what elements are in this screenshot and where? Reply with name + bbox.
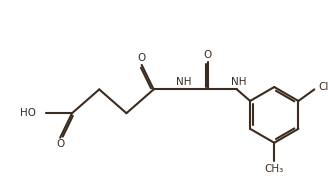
Text: O: O bbox=[56, 139, 64, 149]
Text: HO: HO bbox=[20, 108, 36, 118]
Text: NH: NH bbox=[176, 77, 192, 87]
Text: O: O bbox=[137, 53, 145, 63]
Text: Cl: Cl bbox=[318, 82, 328, 92]
Text: NH: NH bbox=[231, 77, 246, 87]
Text: CH₃: CH₃ bbox=[265, 164, 284, 174]
Text: O: O bbox=[204, 50, 212, 60]
